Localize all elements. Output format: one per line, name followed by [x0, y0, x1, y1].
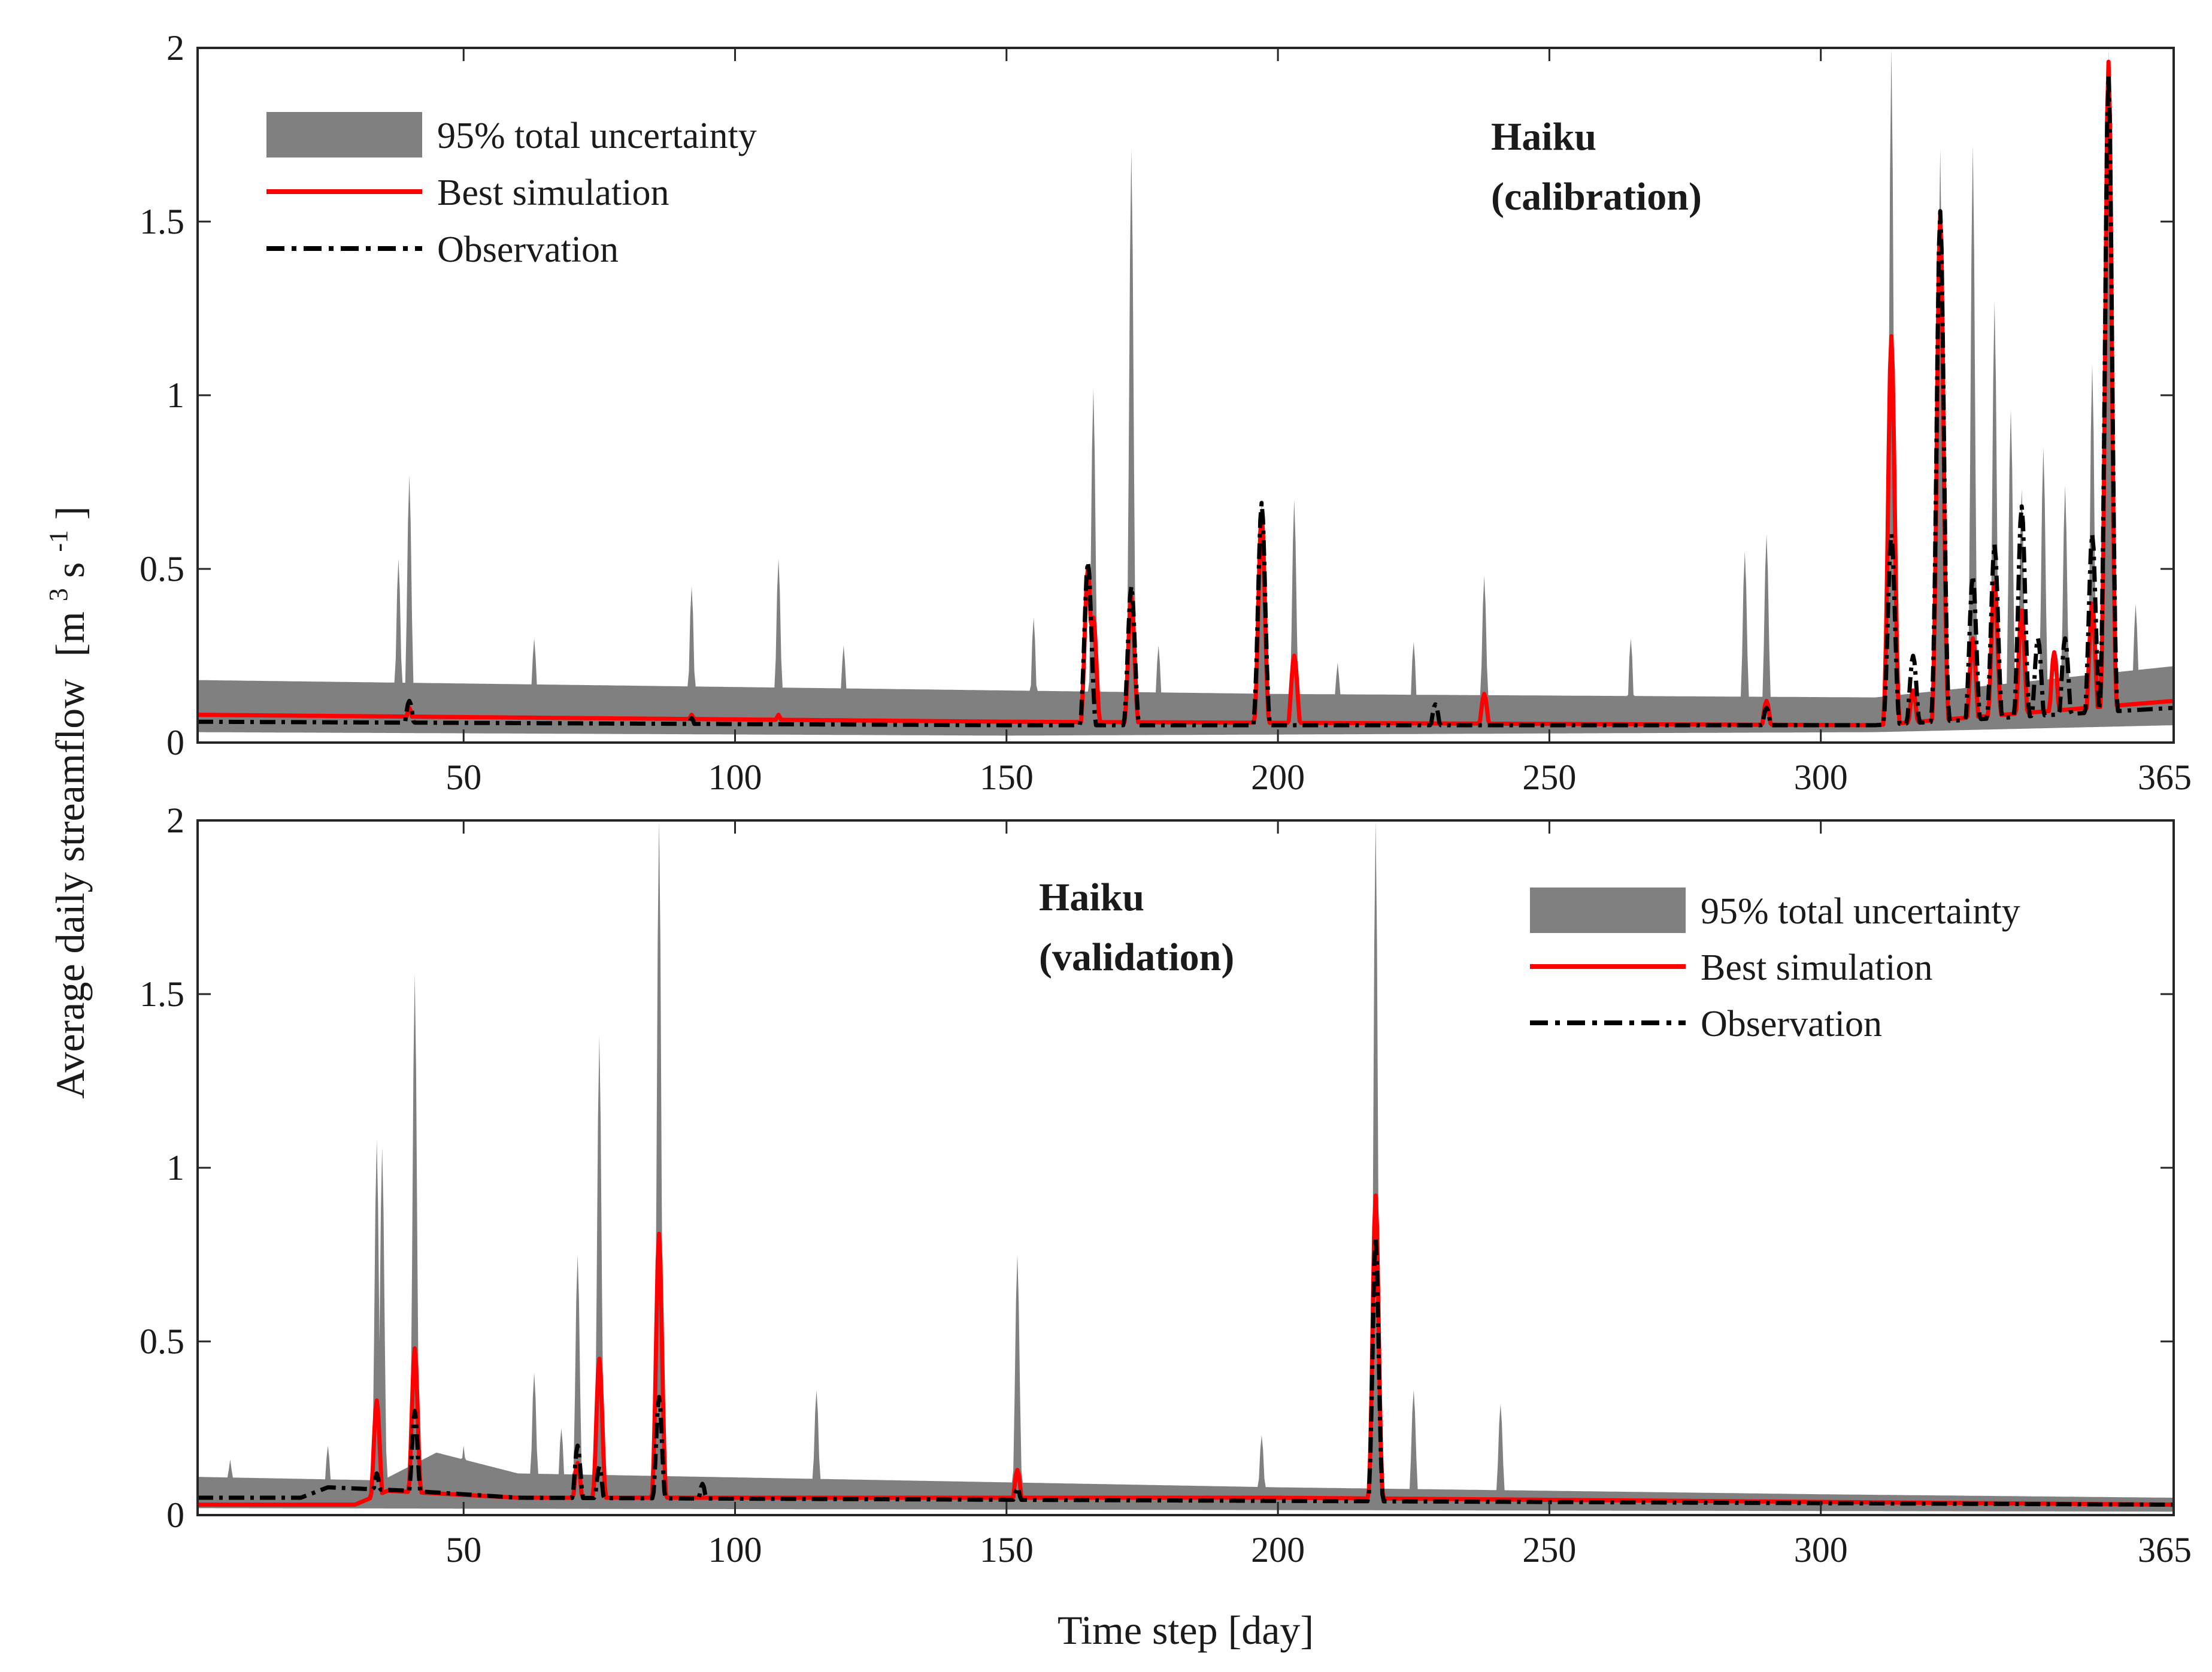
x-tick-label: 365 [2138, 1530, 2192, 1570]
legend: 95% total uncertainty Best simulation Obse… [266, 112, 757, 270]
plot-area [198, 820, 2174, 1512]
validation-panel: 50 100 150 200 250 300 365 0 0.5 1 1.5 2 Haiku (valid… [140, 801, 2192, 1570]
y-tick-label: 0 [166, 723, 184, 762]
legend-band-label: 95% total uncertainty [1701, 891, 2020, 932]
y-axis-units-sup2: -1 [44, 530, 73, 552]
station-name-label: Haiku [1491, 115, 1596, 159]
x-axis-title: Time step [day] [1057, 1607, 1314, 1653]
legend-obs-label: Observation [1701, 1004, 1882, 1044]
y-tick-label: 1.5 [140, 974, 184, 1014]
y-axis-units-prefix: [m [47, 611, 93, 657]
period-label: (validation) [1039, 935, 1234, 979]
period-label: (calibration) [1491, 175, 1702, 219]
legend-band-swatch [266, 112, 422, 157]
y-axis-title-text: Average daily streamflow [47, 679, 93, 1099]
y-axis-title: Average daily streamflow [m 3 s -1 ] [31, 506, 93, 1098]
y-tick-label: 2 [166, 28, 184, 68]
x-tick-label: 200 [1251, 1530, 1305, 1570]
legend-band-label: 95% total uncertainty [437, 116, 757, 156]
y-tick-label: 1 [166, 375, 184, 415]
legend-obs-label: Observation [437, 229, 619, 270]
y-tick-label: 1.5 [140, 202, 184, 241]
x-tick-label: 50 [446, 1530, 481, 1570]
x-tick-label: 250 [1522, 1530, 1576, 1570]
x-tick-label: 365 [2138, 758, 2192, 797]
observation-line [198, 73, 2174, 728]
legend-best-label: Best simulation [1701, 947, 1933, 988]
x-tick-label: 250 [1522, 758, 1576, 797]
x-tick-label: 200 [1251, 758, 1305, 797]
observation-line [198, 1235, 2174, 1507]
x-tick-label: 300 [1794, 758, 1848, 797]
y-tick-label: 0 [166, 1495, 184, 1535]
y-axis-units-sup1: 3 [44, 588, 73, 601]
y-tick-label: 1 [166, 1148, 184, 1188]
x-tick-label: 100 [708, 1530, 762, 1570]
x-tick-label: 300 [1794, 1530, 1848, 1570]
legend-band-swatch [1530, 888, 1686, 933]
station-name-label: Haiku [1039, 876, 1144, 919]
legend-best-label: Best simulation [437, 172, 669, 213]
x-tick-label: 100 [708, 758, 762, 797]
x-tick-label: 50 [446, 758, 481, 797]
x-tick-label: 150 [980, 758, 1034, 797]
y-tick-label: 0.5 [140, 549, 184, 589]
y-tick-label: 0.5 [140, 1322, 184, 1361]
x-tick-label: 150 [980, 1530, 1034, 1570]
legend: 95% total uncertainty Best simulation Obse… [1530, 888, 2020, 1044]
y-axis-units-mid: s [47, 562, 93, 578]
plot-area [198, 48, 2174, 736]
calibration-panel: 50 100 150 200 250 300 365 0 0.5 1 1.5 2 Haiku (calib… [140, 28, 2192, 797]
y-axis-units-suffix: ] [47, 506, 93, 520]
y-tick-label: 2 [166, 801, 184, 840]
